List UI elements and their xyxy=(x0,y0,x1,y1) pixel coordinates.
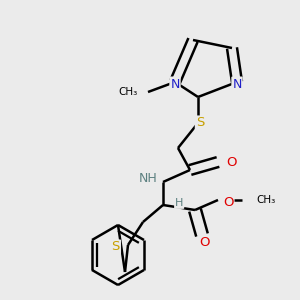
Text: N: N xyxy=(232,77,242,91)
Text: H: H xyxy=(175,198,183,208)
Text: O: O xyxy=(223,196,233,208)
Text: CH₃: CH₃ xyxy=(256,195,275,205)
Text: S: S xyxy=(196,116,204,130)
Text: O: O xyxy=(199,236,209,250)
Text: NH: NH xyxy=(138,172,157,185)
Text: N: N xyxy=(170,77,180,91)
Text: S: S xyxy=(112,241,120,254)
Text: CH₃: CH₃ xyxy=(119,87,138,97)
Text: O: O xyxy=(226,155,236,169)
